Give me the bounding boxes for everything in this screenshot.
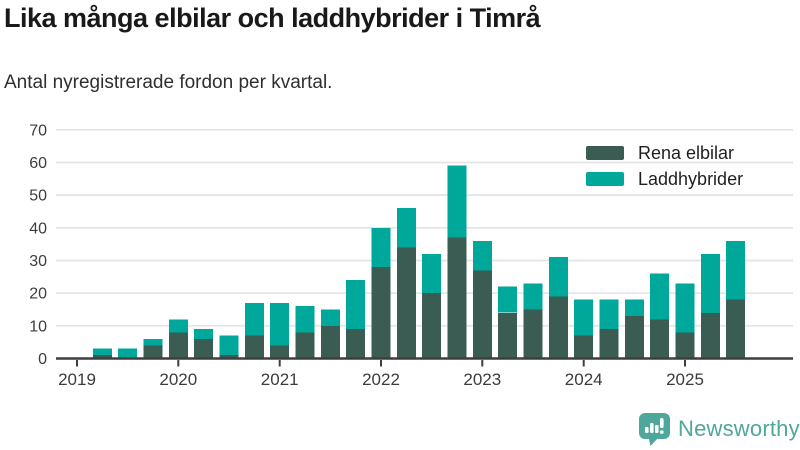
- chart-title: Lika många elbilar och laddhybrider i Ti…: [4, 3, 541, 33]
- bar-2023-q3: [523, 283, 543, 359]
- bar-2020-q3: [219, 335, 239, 359]
- bar-2021-q2: [295, 306, 315, 359]
- legend-item-rena-elbilar: Rena elbilar: [586, 144, 743, 162]
- logo-bars: [645, 418, 664, 434]
- newsworthy-branding: Newsworthy: [637, 410, 800, 447]
- legend-label-laddhybrider: Laddhybrider: [638, 169, 744, 189]
- bar-2020-q1: [168, 319, 188, 359]
- x-axis-labels: 2019 2020 2021 2022 2023 2024 2025: [58, 360, 704, 389]
- bar-2020-q2: [194, 329, 214, 359]
- svg-text:2025: 2025: [666, 370, 704, 389]
- bar-2021-q1: [270, 303, 290, 359]
- svg-text:40: 40: [29, 220, 47, 237]
- svg-text:70: 70: [29, 122, 47, 139]
- legend: Rena elbilar Laddhybrider: [586, 144, 743, 188]
- bar-2021-q4: [346, 280, 366, 359]
- svg-text:2022: 2022: [362, 370, 400, 389]
- legend-label-rena-elbilar: Rena elbilar: [638, 143, 735, 163]
- legend-swatch-rena-elbilar: [586, 146, 624, 160]
- bar-2022-q2: [396, 208, 416, 359]
- bars: [92, 165, 746, 359]
- bar-2025-q2: [700, 254, 720, 359]
- bar-2024-q2: [599, 299, 619, 359]
- bar-2023-q2: [498, 286, 518, 359]
- bar-2023-q1: [472, 240, 492, 359]
- bar-2019-q4: [143, 338, 163, 359]
- logo-bubble: [639, 413, 670, 446]
- bar-2019-q2: [92, 348, 112, 359]
- svg-text:0: 0: [38, 351, 47, 368]
- svg-text:20: 20: [29, 286, 47, 303]
- bar-2022-q1: [371, 227, 391, 359]
- legend-item-laddhybrider: Laddhybrider: [586, 170, 743, 188]
- svg-text:2024: 2024: [565, 370, 603, 389]
- bar-2022-q4: [447, 165, 467, 359]
- legend-swatch-laddhybrider: [586, 172, 624, 186]
- svg-text:60: 60: [29, 155, 47, 172]
- svg-text:30: 30: [29, 253, 47, 270]
- bar-2024-q3: [624, 299, 644, 359]
- bar-2024-q1: [574, 299, 594, 359]
- svg-text:2021: 2021: [261, 370, 299, 389]
- bar-2024-q4: [650, 273, 670, 359]
- bar-2025-q1: [675, 283, 695, 359]
- y-axis-labels: 0 10 20 30 40 50 60 70: [29, 122, 47, 368]
- svg-text:10: 10: [29, 318, 47, 335]
- newsworthy-wordmark: Newsworthy: [678, 415, 800, 441]
- chart-subtitle: Antal nyregistrerade fordon per kvartal.: [4, 72, 333, 93]
- newsworthy-logo-icon: [639, 413, 670, 446]
- svg-text:2019: 2019: [58, 370, 96, 389]
- bar-2023-q4: [548, 257, 568, 359]
- svg-text:2020: 2020: [159, 370, 197, 389]
- bar-2022-q3: [422, 254, 442, 359]
- bar-2019-q3: [118, 348, 138, 359]
- bar-2020-q4: [244, 303, 264, 359]
- svg-text:2023: 2023: [463, 370, 501, 389]
- bar-2021-q3: [320, 309, 340, 359]
- bar-2025-q3: [726, 240, 746, 359]
- svg-text:50: 50: [29, 188, 47, 205]
